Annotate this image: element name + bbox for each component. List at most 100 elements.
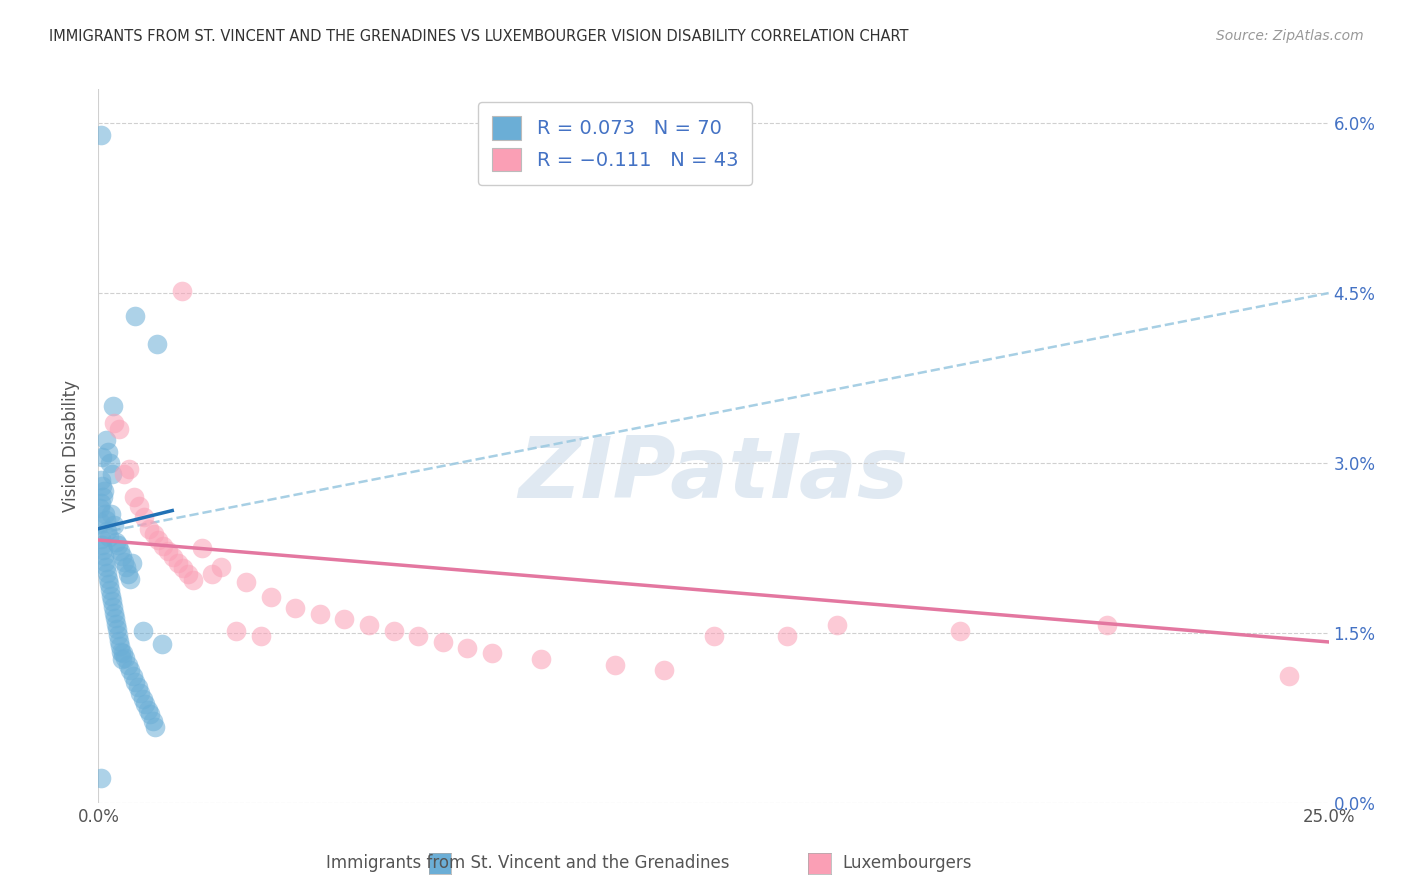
Point xyxy=(97,444,120,458)
Point xyxy=(157,544,180,558)
Point xyxy=(96,560,118,574)
Point xyxy=(132,691,155,706)
Point xyxy=(129,686,152,700)
Point xyxy=(98,577,121,591)
Point xyxy=(333,612,356,626)
Point xyxy=(90,495,112,509)
Point xyxy=(90,473,112,487)
Point xyxy=(90,128,112,142)
Point xyxy=(167,556,190,570)
Point xyxy=(132,510,155,524)
Point xyxy=(117,657,139,672)
Point xyxy=(124,674,146,689)
Point xyxy=(103,400,125,414)
Point xyxy=(110,645,132,659)
Point xyxy=(152,539,174,553)
Point xyxy=(108,640,131,654)
Point xyxy=(152,637,174,651)
Point xyxy=(260,590,283,604)
Point xyxy=(136,703,159,717)
Point xyxy=(211,560,233,574)
Point xyxy=(90,771,112,785)
Point xyxy=(148,533,170,547)
Point xyxy=(117,566,139,581)
Point xyxy=(146,337,169,351)
Point xyxy=(112,555,135,569)
Point xyxy=(134,698,156,712)
Point xyxy=(139,707,162,722)
Point xyxy=(103,606,125,620)
Point xyxy=(408,629,430,643)
Point xyxy=(250,629,273,643)
Point xyxy=(382,624,405,638)
Point xyxy=(703,629,725,643)
Point xyxy=(107,537,129,551)
Point xyxy=(91,450,114,465)
Point xyxy=(530,652,553,666)
Point xyxy=(456,640,478,655)
Point xyxy=(89,515,111,529)
Point xyxy=(89,501,111,516)
Point xyxy=(1097,618,1119,632)
Point xyxy=(103,518,125,533)
Text: Immigrants from St. Vincent and the Grenadines: Immigrants from St. Vincent and the Gren… xyxy=(326,855,728,872)
Point xyxy=(432,635,454,649)
Point xyxy=(112,467,135,482)
Point xyxy=(94,555,117,569)
Point xyxy=(107,628,129,642)
Point xyxy=(1278,669,1301,683)
Point xyxy=(91,537,114,551)
Point xyxy=(127,680,149,694)
Text: Source: ZipAtlas.com: Source: ZipAtlas.com xyxy=(1216,29,1364,44)
Point xyxy=(121,556,143,570)
Legend: R = 0.073   N = 70, R = −0.111   N = 43: R = 0.073 N = 70, R = −0.111 N = 43 xyxy=(478,103,752,185)
Point xyxy=(142,714,165,729)
Point xyxy=(142,527,165,541)
Point xyxy=(111,652,134,666)
Point xyxy=(108,633,131,648)
Point xyxy=(191,541,214,555)
Point xyxy=(605,657,627,672)
Point xyxy=(93,543,115,558)
Point xyxy=(96,513,118,527)
Point xyxy=(309,607,332,621)
Point xyxy=(776,629,799,643)
Point xyxy=(97,530,120,544)
Point xyxy=(105,616,128,631)
Point xyxy=(111,549,134,563)
Point xyxy=(115,560,138,574)
Point xyxy=(132,624,155,638)
Point xyxy=(652,663,676,677)
Point xyxy=(124,309,146,323)
Point xyxy=(162,549,184,564)
Point xyxy=(825,618,848,632)
Point xyxy=(101,467,124,482)
Point xyxy=(103,599,125,614)
Point xyxy=(172,284,194,298)
Point xyxy=(100,507,122,521)
Point xyxy=(284,601,307,615)
Point xyxy=(101,594,124,608)
Point xyxy=(118,461,141,475)
Text: IMMIGRANTS FROM ST. VINCENT AND THE GRENADINES VS LUXEMBOURGER VISION DISABILITY: IMMIGRANTS FROM ST. VINCENT AND THE GREN… xyxy=(49,29,908,45)
Point xyxy=(105,623,128,637)
Point xyxy=(94,434,117,448)
Point xyxy=(201,566,224,581)
Point xyxy=(90,532,112,546)
Point xyxy=(481,646,503,660)
Point xyxy=(105,535,128,549)
Point xyxy=(103,417,125,431)
Text: ZIPatlas: ZIPatlas xyxy=(519,433,908,516)
Point xyxy=(98,582,121,597)
Point xyxy=(359,618,381,632)
Point xyxy=(97,572,120,586)
Point xyxy=(143,720,166,734)
Point xyxy=(120,663,142,677)
Text: Luxembourgers: Luxembourgers xyxy=(842,855,972,872)
Point xyxy=(93,549,115,563)
Point xyxy=(122,669,145,683)
Point xyxy=(112,646,135,660)
Point xyxy=(91,478,114,492)
Point xyxy=(181,573,204,587)
Point xyxy=(91,490,114,504)
